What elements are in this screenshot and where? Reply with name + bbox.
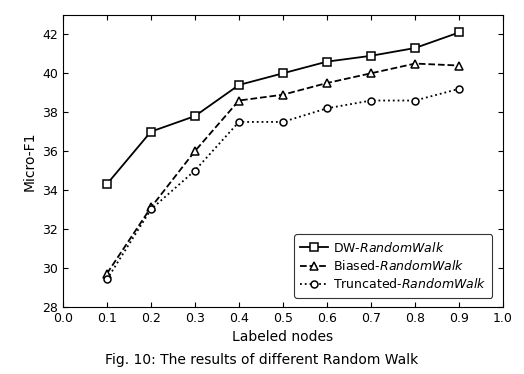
X-axis label: Labeled nodes: Labeled nodes: [233, 330, 333, 344]
Legend: DW-$\mathit{RandomWalk}$, Biased-$\mathit{RandomWalk}$, Truncated-$\mathit{Rando: DW-$\mathit{RandomWalk}$, Biased-$\mathi…: [294, 234, 493, 297]
Y-axis label: Micro-F1: Micro-F1: [23, 131, 37, 191]
Text: Fig. 10: The results of different Random Walk: Fig. 10: The results of different Random…: [105, 353, 419, 367]
